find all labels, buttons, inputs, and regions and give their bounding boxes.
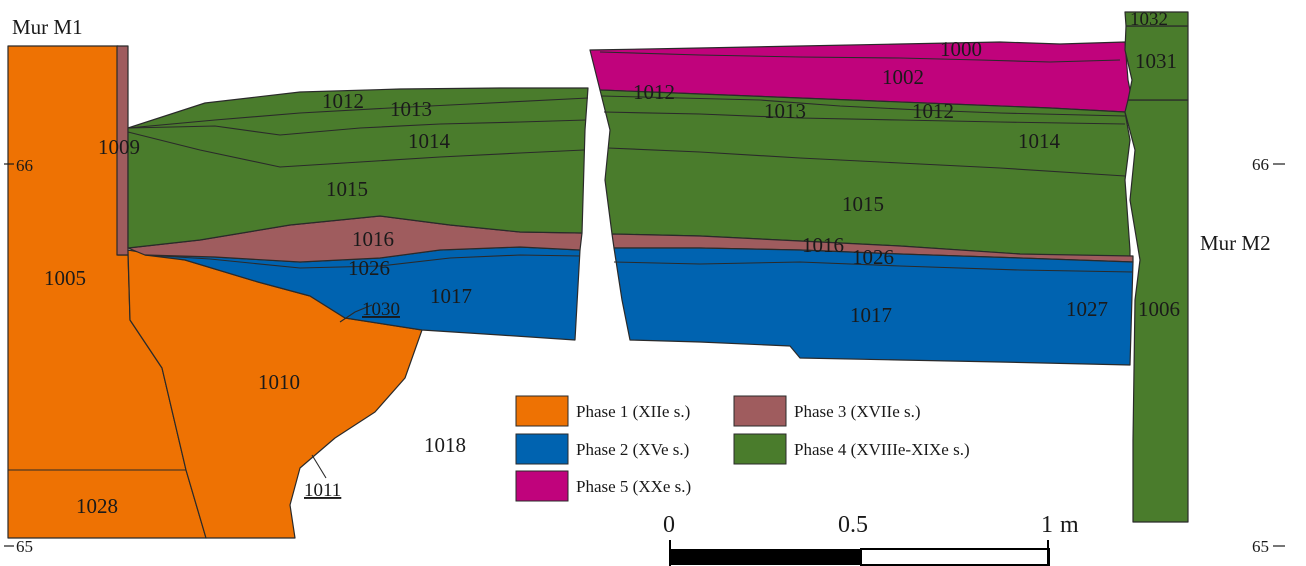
unit-label-1032: 1032 xyxy=(1130,9,1168,30)
legend: Phase 1 (XIIe s.) Phase 3 (XVIIe s.) Pha… xyxy=(515,395,970,502)
elev-label-right-65: 65 xyxy=(1252,537,1269,556)
unit-1032 xyxy=(1124,11,1189,27)
legend-swatch-phase-5 xyxy=(515,470,569,502)
unit-label-1015-left: 1015 xyxy=(326,177,368,201)
interface-1016-1026-right xyxy=(613,261,1134,273)
interface-1012-1013-right xyxy=(601,95,1126,117)
scale-label-0: 0 xyxy=(663,512,675,538)
unit-label-1011: 1011 xyxy=(304,480,341,501)
scale-label-1: 1 xyxy=(1041,512,1053,538)
unit-label-1012-mid: 1012 xyxy=(633,80,675,104)
unit-1006-wall-m2 xyxy=(1124,99,1189,523)
elev-label-left-65: 65 xyxy=(16,537,33,556)
unit-label-1016-left: 1016 xyxy=(352,227,394,251)
unit-label-1028: 1028 xyxy=(76,494,118,518)
interface-1014-1015-left xyxy=(127,131,585,168)
legend-label-phase-5: Phase 5 (XXe s.) xyxy=(576,477,691,496)
unit-label-1017-left: 1017 xyxy=(430,284,472,308)
interface-1016-1026-left xyxy=(144,254,581,269)
unit-label-1014-left: 1014 xyxy=(408,129,451,153)
unit-1015-right xyxy=(599,89,1131,259)
legend-label-phase-2: Phase 2 (XVe s.) xyxy=(576,440,689,459)
unit-label-1002: 1002 xyxy=(882,65,924,89)
elev-label-left-66: 66 xyxy=(16,156,33,175)
unit-label-1009: 1009 xyxy=(98,135,140,159)
legend-label-phase-4: Phase 4 (XVIIIe-XIXe s.) xyxy=(794,440,970,459)
unit-label-1016-right: 1016 xyxy=(802,233,844,257)
leader-1011 xyxy=(311,454,327,479)
unit-label-1015-right: 1015 xyxy=(842,192,884,216)
unit-label-1027: 1027 xyxy=(1066,297,1108,321)
unit-label-1000: 1000 xyxy=(940,37,982,61)
legend-swatch-phase-1 xyxy=(515,395,569,427)
unit-1015-left xyxy=(127,87,589,249)
interface-1013-1014-right xyxy=(603,111,1126,125)
unit-label-1031: 1031 xyxy=(1135,49,1177,73)
unit-label-1026-right: 1026 xyxy=(852,245,894,269)
unit-label-1018: 1018 xyxy=(424,433,466,457)
scale-bar-black xyxy=(669,549,861,565)
interface-1030 xyxy=(339,304,373,323)
legend-label-phase-1: Phase 1 (XIIe s.) xyxy=(576,402,690,421)
unit-label-1013-left: 1013 xyxy=(390,97,432,121)
unit-label-1017-right: 1017 xyxy=(850,303,892,327)
unit-label-1010: 1010 xyxy=(258,370,300,394)
scale-label-unit: m xyxy=(1060,512,1079,538)
interface-1012-1013-left xyxy=(127,97,589,129)
legend-label-phase-3: Phase 3 (XVIIe s.) xyxy=(794,402,921,421)
unit-label-1005: 1005 xyxy=(44,266,86,290)
wall-label-m2: Mur M2 xyxy=(1200,231,1271,255)
unit-label-1030: 1030 xyxy=(362,299,400,320)
legend-swatch-phase-4 xyxy=(733,433,787,465)
scale-bar: 0 0.5 1 m xyxy=(663,512,1079,566)
interface-1013-1014-left xyxy=(127,119,587,136)
unit-label-1012-right: 1012 xyxy=(912,99,954,123)
unit-label-1026-left: 1026 xyxy=(348,256,390,280)
unit-label-1006: 1006 xyxy=(1138,297,1180,321)
elev-label-right-66: 66 xyxy=(1252,155,1269,174)
unit-1017-right xyxy=(613,247,1134,366)
unit-label-1014-right: 1014 xyxy=(1018,129,1061,153)
wall-label-m1: Mur M1 xyxy=(12,15,83,39)
interface-1000-1002 xyxy=(599,51,1121,63)
unit-label-1012-left: 1012 xyxy=(322,89,364,113)
scale-label-0-5: 0.5 xyxy=(838,512,868,538)
legend-swatch-phase-3 xyxy=(733,395,787,427)
scale-bar-white xyxy=(860,548,1050,566)
legend-swatch-phase-2 xyxy=(515,433,569,465)
unit-label-1013-right: 1013 xyxy=(764,99,806,123)
interface-1014-1015-right xyxy=(607,147,1126,177)
